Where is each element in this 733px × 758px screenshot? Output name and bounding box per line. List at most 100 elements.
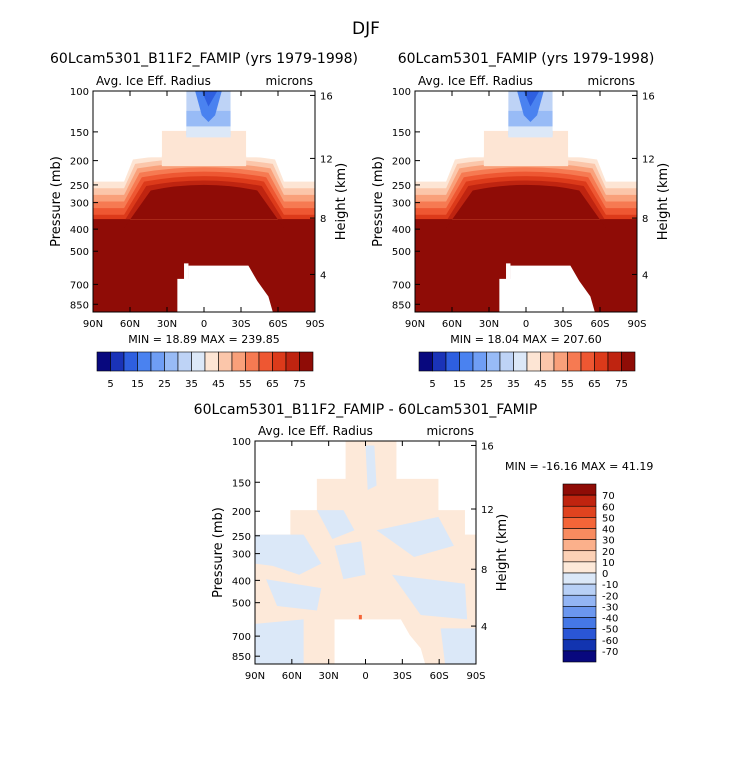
y2-tick-label: 12 [642,154,655,165]
colorbar-label: 35 [185,379,198,390]
x-tick-label: 0 [523,319,529,330]
colorbar-swatch [418,351,433,372]
x-tick-label: 60S [430,671,449,682]
colorbar-swatch [562,628,597,641]
colorbar-label: 0 [602,569,608,580]
colorbar-label: 75 [615,379,628,390]
field-region [255,619,304,664]
colorbar-swatch [580,351,595,372]
field-p1 [93,91,315,312]
y-tick-label: 250 [392,181,411,192]
stats-text: MIN = -16.16 MAX = 41.19 [505,460,653,473]
y-tick-label: 700 [70,280,89,291]
colorbar-swatch [562,539,597,552]
field-p3 [255,441,476,664]
x-tick-label: 30N [319,671,339,682]
x-tick-label: 90S [627,319,646,330]
x-tick-label: 90S [466,671,485,682]
plot-subtitle: Avg. Ice Eff. Radius [418,74,533,88]
y-tick-label: 100 [70,87,89,98]
x-tick-label: 30N [157,319,177,330]
colorbar-swatch [567,351,582,372]
y-tick-label: 400 [70,225,89,236]
colorbar-swatch [562,639,597,652]
field-band [93,184,315,229]
colorbar-label: 15 [131,379,144,390]
x-tick-label: 90N [83,319,103,330]
colorbar-swatch [562,561,597,574]
y-tick-label: 150 [392,128,411,139]
colorbar-label: 20 [602,547,615,558]
colorbar-label: -20 [602,591,618,602]
field-mask [334,619,426,664]
field-region [266,579,322,611]
colorbar-swatch [513,351,528,372]
colorbar-swatch [191,351,206,372]
colorbar-swatch [594,351,609,372]
y-tick-label: 850 [232,652,251,663]
field-mask [184,263,189,312]
y2-tick-label: 16 [320,91,333,102]
y-tick-label: 500 [70,247,89,258]
y-tick-label: 300 [392,199,411,210]
colorbar-label: 30 [602,536,615,547]
plot-units: microns [266,74,314,88]
y2-tick-label: 12 [481,505,494,516]
colorbar-label: -10 [602,580,618,591]
x-tick-label: 60N [120,319,140,330]
colorbar-swatch [562,550,597,563]
chart-title: 60Lcam5301_FAMIP (yrs 1979-1998) [398,51,655,67]
y-axis-label: Pressure (mb) [211,507,226,598]
field-band [415,184,637,229]
colorbar-swatch [123,351,138,372]
colorbar-swatch [486,351,501,372]
colorbar-swatch [562,650,597,663]
y2-axis-label: Height (km) [656,163,671,240]
field-mask [568,130,637,158]
field-band [508,126,553,138]
colorbar-swatch [258,351,273,372]
colorbar-label: 25 [158,379,171,390]
colorbar-label: 45 [534,379,547,390]
colorbar-swatch [562,528,597,540]
colorbar-swatch [472,351,487,372]
field-mask [93,130,162,158]
colorbar-swatch [218,351,233,372]
field-mask [506,263,511,312]
field-mask [415,157,444,180]
chart-p2: 60Lcam5301_FAMIP (yrs 1979-1998)10015020… [371,51,671,390]
colorbar-swatch [562,494,597,507]
field-mask [415,130,484,158]
colorbar-swatch [540,351,555,372]
y-tick-label: 200 [70,157,89,168]
colorbar-swatch [231,351,246,372]
colorbar-swatch [562,583,597,596]
field-p2 [415,91,637,312]
y2-tick-label: 4 [642,270,648,281]
y-tick-label: 250 [232,532,251,543]
stats-text: MIN = 18.89 MAX = 239.85 [128,333,279,346]
colorbar-swatch [499,351,514,372]
colorbar-swatch [562,594,597,607]
field-mask [93,157,122,180]
field-mask [246,130,315,158]
chart-title: 60Lcam5301_B11F2_FAMIP (yrs 1979-1998) [50,51,358,67]
colorbar-label: 25 [480,379,493,390]
y2-tick-label: 4 [481,622,487,633]
y-axis-label: Pressure (mb) [49,156,64,247]
plot-subtitle: Avg. Ice Eff. Radius [96,74,211,88]
chart-p1: 60Lcam5301_B11F2_FAMIP (yrs 1979-1998) 10… [49,51,358,390]
x-tick-label: 30S [231,319,250,330]
y-tick-label: 200 [232,507,251,518]
x-tick-label: 60S [590,319,609,330]
colorbar-swatch [562,572,597,585]
field-mask [230,91,315,131]
colorbar-swatch [177,351,192,372]
stats-text: MIN = 18.04 MAX = 207.60 [450,333,601,346]
y-axis-label: Pressure (mb) [371,156,386,247]
colorbar-swatch [526,351,541,372]
colorbar-swatch [150,351,165,372]
x-tick-label: 90N [245,671,265,682]
y2-tick-label: 4 [320,270,326,281]
field-mask [93,91,187,131]
